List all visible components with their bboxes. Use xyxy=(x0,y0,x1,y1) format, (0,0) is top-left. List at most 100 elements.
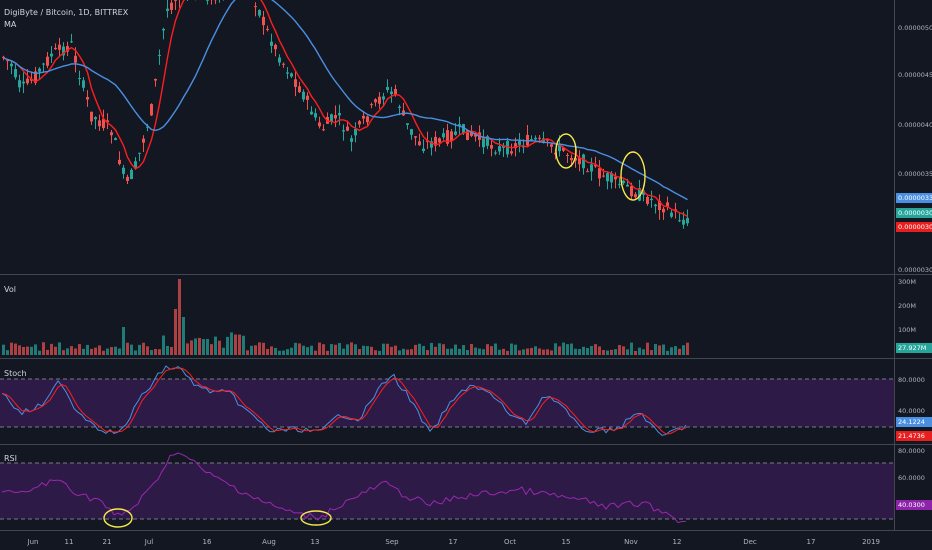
candle-body xyxy=(414,136,417,138)
candle-body xyxy=(646,197,649,204)
time-label: 2019 xyxy=(862,538,880,546)
volume-bar xyxy=(282,350,285,355)
symbol-legend[interactable]: DigiByte / Bitcoin, 1D, BITTREX xyxy=(4,8,129,17)
last-price-tag: 0.00000308 xyxy=(896,208,932,218)
volume-bar xyxy=(398,350,401,355)
volume-bar xyxy=(82,348,85,355)
stoch-band xyxy=(0,379,894,427)
volume-bar xyxy=(46,349,49,355)
volume-bar xyxy=(578,348,581,355)
candle-body xyxy=(598,168,601,179)
volume-bar xyxy=(70,346,73,355)
volume-bar xyxy=(430,342,433,355)
volume-bar xyxy=(542,349,545,355)
time-axis[interactable] xyxy=(0,531,894,550)
candle-body xyxy=(418,141,421,146)
volume-bar xyxy=(42,342,45,355)
rsi-pane[interactable] xyxy=(0,445,894,530)
volume-bar xyxy=(650,350,653,355)
candle-body xyxy=(290,73,293,77)
ma-slow-line xyxy=(3,0,688,201)
time-label: Dec xyxy=(743,538,757,546)
candle-body xyxy=(70,41,73,43)
candle-body xyxy=(390,91,393,95)
highlight-circle xyxy=(555,133,577,169)
volume-pane[interactable] xyxy=(0,275,894,358)
candle-body xyxy=(78,78,81,80)
candle-body xyxy=(174,0,177,1)
time-label: 21 xyxy=(102,538,112,546)
volume-bar xyxy=(202,339,205,355)
rsi-chart[interactable] xyxy=(0,445,894,530)
rsi-label[interactable]: RSI xyxy=(4,454,17,463)
volume-bar xyxy=(342,348,345,355)
candle-body xyxy=(666,202,669,207)
stoch-d-tag: 21.4736 xyxy=(896,431,932,441)
volume-chart[interactable] xyxy=(0,275,894,358)
candle-body xyxy=(422,148,425,152)
volume-bar xyxy=(646,342,649,355)
volume-bar xyxy=(186,343,189,355)
candle-body xyxy=(62,46,65,56)
stoch-label[interactable]: Stoch xyxy=(4,369,27,378)
volume-axis[interactable] xyxy=(894,275,932,358)
ma-fast-line xyxy=(3,0,688,218)
volume-bar xyxy=(66,348,69,355)
volume-bar xyxy=(662,344,665,355)
ma-fast-price-tag: 0.00000306 xyxy=(896,222,932,232)
volume-bar xyxy=(482,349,485,355)
volume-bar xyxy=(434,346,437,355)
candle-body xyxy=(162,28,165,31)
volume-bar xyxy=(290,347,293,355)
volume-bar xyxy=(210,344,213,355)
candle-body xyxy=(154,78,157,81)
price-axis[interactable] xyxy=(894,0,932,274)
candle-body xyxy=(130,169,133,180)
price-pane[interactable] xyxy=(0,0,894,274)
candle-body xyxy=(42,63,45,65)
candle-body xyxy=(686,217,689,224)
candle-body xyxy=(266,28,269,30)
candle-body xyxy=(278,57,281,63)
volume-label[interactable]: Vol xyxy=(4,285,16,294)
stoch-pane[interactable] xyxy=(0,359,894,444)
candle-body xyxy=(302,91,305,100)
candle-body xyxy=(502,145,505,148)
candle-body xyxy=(602,175,605,177)
volume-bar xyxy=(234,334,237,355)
candle-body xyxy=(430,141,433,148)
pane-separator[interactable] xyxy=(0,274,932,275)
volume-bar xyxy=(334,344,337,355)
volume-bar xyxy=(310,345,313,355)
rsi-tick: 80.0000 xyxy=(898,447,925,455)
candle-body xyxy=(106,120,109,123)
volume-bar xyxy=(618,345,621,355)
pane-separator[interactable] xyxy=(0,358,932,359)
candle-body xyxy=(26,78,29,84)
candle-body xyxy=(434,136,437,146)
candle-body xyxy=(58,44,61,50)
volume-bar xyxy=(314,350,317,355)
volume-bar xyxy=(682,345,685,355)
highlight-circle xyxy=(103,508,133,528)
volume-bar xyxy=(10,342,13,355)
volume-bar xyxy=(626,349,629,355)
candle-body xyxy=(270,41,273,46)
price-chart[interactable] xyxy=(0,0,894,274)
volume-bar xyxy=(274,347,277,355)
candle-body xyxy=(254,6,257,8)
stoch-axis[interactable] xyxy=(894,359,932,444)
pane-separator[interactable] xyxy=(0,444,932,445)
time-label: Sep xyxy=(385,538,399,546)
candle-body xyxy=(374,99,377,103)
volume-bar xyxy=(94,347,97,355)
volume-bar xyxy=(102,350,105,355)
ma-legend[interactable]: MA xyxy=(4,20,17,29)
stoch-chart[interactable] xyxy=(0,359,894,444)
candle-body xyxy=(66,46,69,52)
candle-body xyxy=(34,71,37,83)
candle-body xyxy=(82,80,85,88)
rsi-axis[interactable] xyxy=(894,445,932,530)
volume-bar xyxy=(630,342,633,355)
